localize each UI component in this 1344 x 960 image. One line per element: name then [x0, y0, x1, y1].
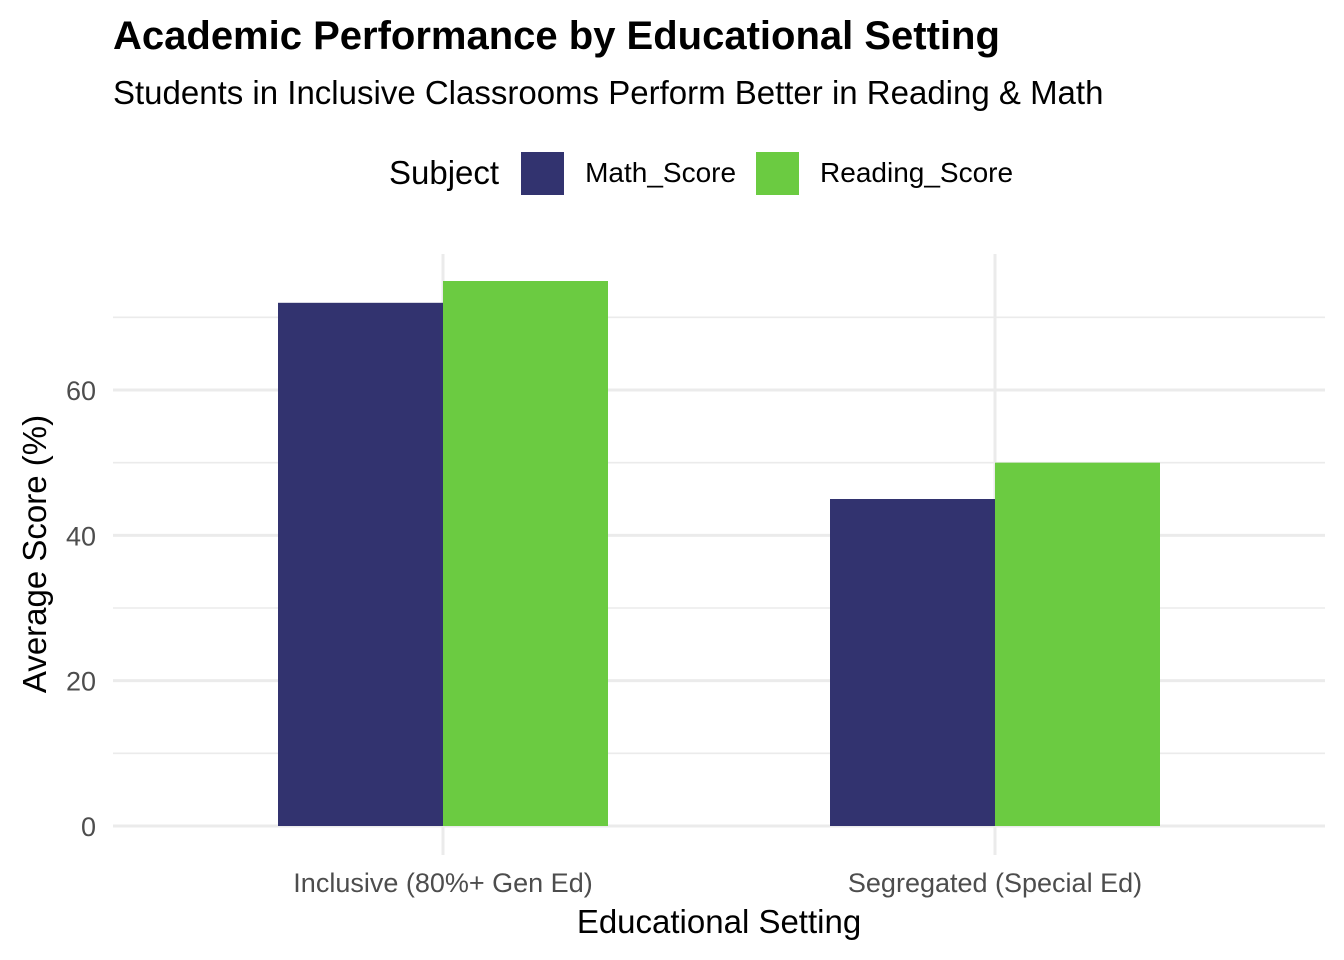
y-tick-label-3: 60 — [66, 376, 96, 406]
legend-title: Subject — [389, 154, 500, 191]
y-tick-label-0: 0 — [81, 812, 96, 842]
x-tick-label-0: Inclusive (80%+ Gen Ed) — [293, 868, 592, 898]
bar-math-score-0 — [278, 302, 443, 826]
y-tick-label-2: 40 — [66, 521, 96, 551]
x-tick-label-1: Segregated (Special Ed) — [848, 868, 1142, 898]
bar-reading-score-0 — [443, 281, 608, 826]
bar-math-score-1 — [830, 499, 995, 826]
bar-reading-score-1 — [995, 462, 1160, 826]
legend-item-math: Math_Score — [521, 151, 737, 195]
x-axis-title: Educational Setting — [577, 903, 861, 940]
legend-label-reading: Reading_Score — [820, 157, 1014, 188]
y-tick-label-1: 20 — [66, 667, 96, 697]
legend-label-math: Math_Score — [585, 157, 737, 188]
chart-subtitle: Students in Inclusive Classrooms Perform… — [113, 74, 1104, 111]
chart-title: Academic Performance by Educational Sett… — [113, 14, 1000, 58]
legend-swatch-reading — [756, 151, 800, 195]
y-axis-title: Average Score (%) — [16, 415, 53, 693]
legend-item-reading: Reading_Score — [756, 151, 1014, 195]
legend: Subject Math_Score Reading_Score — [389, 150, 1033, 196]
legend-swatch-math — [521, 151, 565, 195]
